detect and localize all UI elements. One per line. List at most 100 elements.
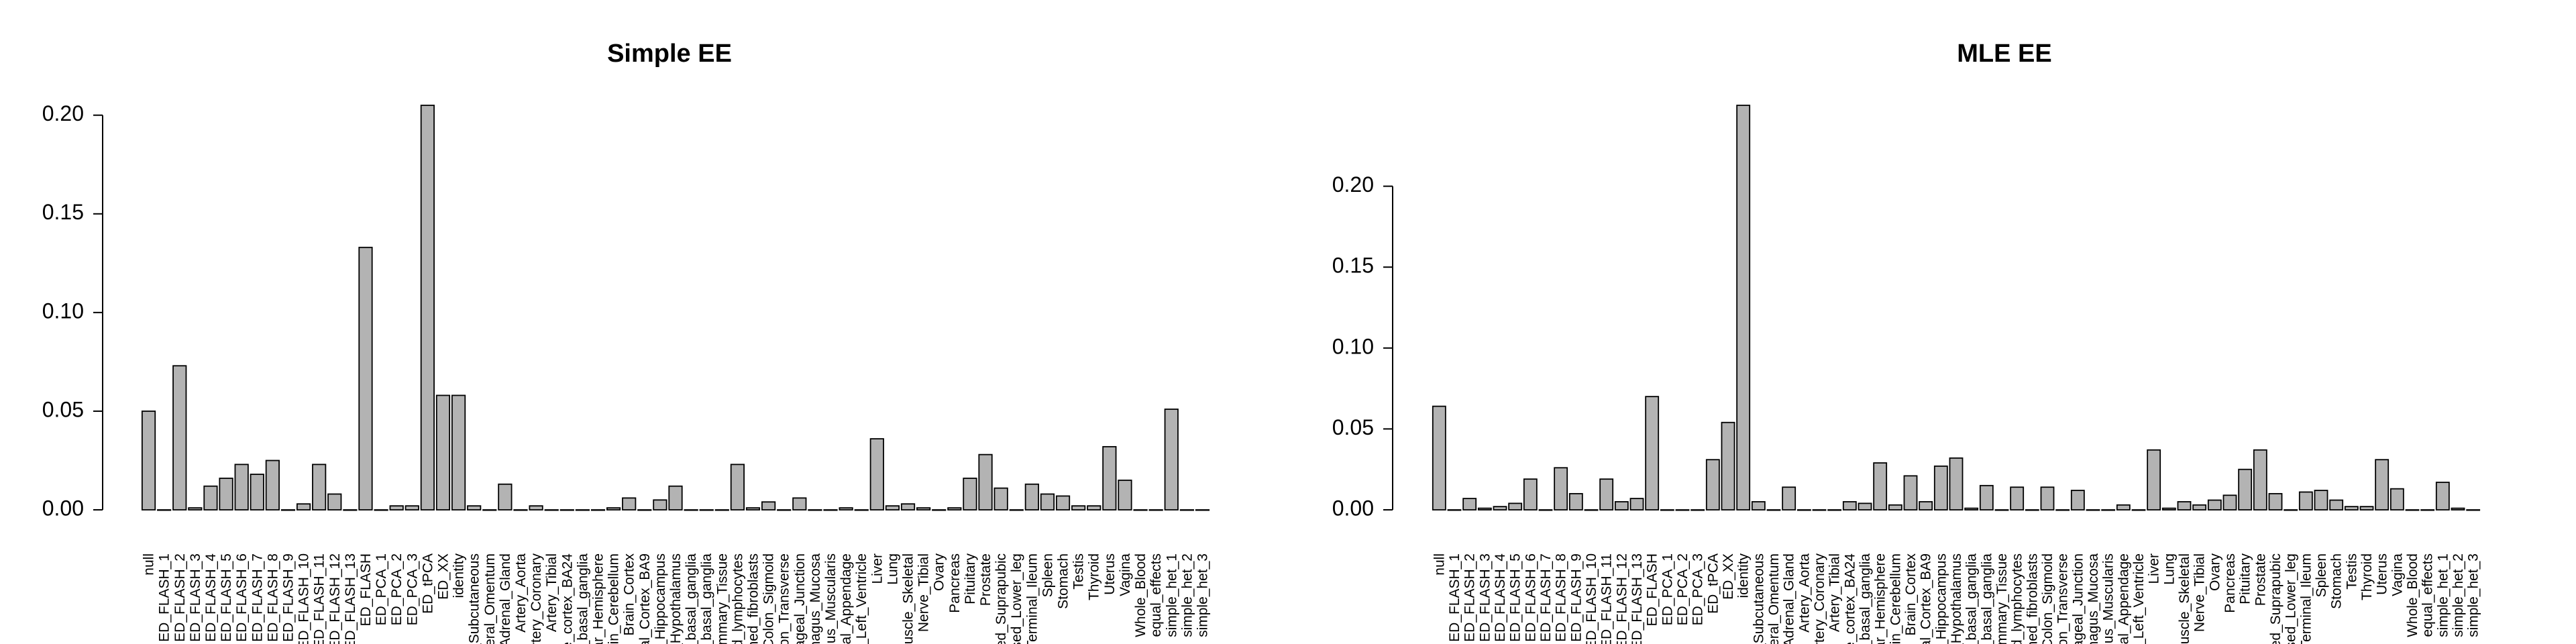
x-tick-label: ED_FLASH_12 <box>1614 553 1629 644</box>
x-tick-label: e_cortex_BA24 <box>559 553 575 644</box>
x-tick-label: ED_FLASH <box>358 553 374 627</box>
bar <box>994 487 1008 511</box>
bar <box>1462 498 1477 511</box>
bar <box>684 509 698 511</box>
bar <box>1690 509 1705 511</box>
x-tick-label: al_Cortex_BA9 <box>1919 553 1934 644</box>
bar <box>327 493 342 511</box>
x-tick-label: ED_FLASH_13 <box>1629 553 1645 644</box>
x-tick-label: Testis <box>1071 553 1087 590</box>
x-tick-label: Vagina <box>1118 553 1133 596</box>
x-tick-label: ED_FLASH_9 <box>280 553 296 642</box>
x-tick-label: ED_FLASH_12 <box>327 553 343 644</box>
bar <box>885 505 900 511</box>
x-tick-label: rtery_Coronary <box>1812 553 1827 644</box>
x-tick-label: ED_FLASH_11 <box>312 553 327 644</box>
x-tick-label: ED_FLASH_1 <box>1447 553 1462 642</box>
bar <box>668 485 683 511</box>
x-tick-label: Ovary <box>2207 553 2222 592</box>
bar <box>622 497 637 511</box>
x-tick-label: Brain_Cortex <box>1903 553 1919 636</box>
x-tick-label: ial_Appendage <box>2116 553 2131 644</box>
x-tick-label: Brain_Cortex <box>622 553 637 636</box>
bar <box>482 509 497 511</box>
x-tick-label: sed_Suprapubic <box>994 553 1009 644</box>
y-tick-label: 0.00 <box>42 496 84 520</box>
x-tick-label: _Hypothalamus <box>668 553 684 644</box>
x-tick-label: lon_Transverse <box>777 553 792 644</box>
bar <box>2375 459 2390 511</box>
bar <box>1933 465 1948 511</box>
x-tick-label: null <box>1432 553 1447 576</box>
bar <box>172 365 187 511</box>
bar <box>1736 105 1751 511</box>
x-tick-label: _Subcutaneous <box>1751 553 1766 644</box>
bar <box>389 505 404 511</box>
x-tick-label: t_Left_Ventricle <box>854 553 869 644</box>
x-tick-label: Stomach <box>1056 553 1071 609</box>
x-tick-label: ceral_Omentum <box>482 553 498 644</box>
x-tick-label: Lung <box>2161 553 2177 585</box>
bar <box>219 478 233 511</box>
bar <box>2359 506 2374 511</box>
bar <box>1979 484 1994 511</box>
bar <box>1040 493 1055 511</box>
y-tick-label: 0.00 <box>1332 496 1374 520</box>
x-tick-label: identity <box>1736 553 1752 598</box>
bar <box>2147 449 2161 511</box>
bar <box>916 507 931 511</box>
bar <box>2086 509 2100 511</box>
x-tick-label: sed_Suprapubic <box>2268 553 2284 644</box>
x-tick-label: ED_FLASH_8 <box>265 553 280 642</box>
x-tick-label: ED_FLASH_7 <box>1538 553 1554 642</box>
bar <box>2161 507 2176 511</box>
x-tick-label: ED_XX <box>1721 553 1736 600</box>
bar <box>761 501 776 511</box>
x-tick-label: Thyroid <box>1087 553 1102 600</box>
x-tick-label: ED_FLASH_4 <box>1493 553 1508 642</box>
bar <box>343 509 358 511</box>
x-tick-label: Pancreas <box>2222 553 2238 613</box>
bar <box>2451 507 2465 511</box>
x-tick-label: med_fibroblasts <box>746 553 761 644</box>
bar <box>1660 509 1674 511</box>
x-tick-label: Nerve_Tibial <box>2192 553 2208 632</box>
x-tick-label: _Subcutaneous <box>467 553 482 644</box>
x-tick-label: ED_PCA_1 <box>1660 553 1675 625</box>
bar <box>1614 501 1629 511</box>
x-tick-label: _basal_ganglia <box>1979 553 1994 644</box>
bar <box>1164 409 1179 511</box>
bar <box>1858 502 1872 511</box>
y-tick-label: 0.20 <box>1332 172 1374 197</box>
bar <box>575 509 590 511</box>
bar <box>280 509 296 511</box>
bar <box>2040 486 2055 511</box>
x-tick-label: ED_FLASH_6 <box>1523 553 1538 642</box>
bar <box>2435 482 2450 511</box>
x-tick-label: Whole_Blood <box>2405 553 2420 637</box>
bar <box>1477 507 1492 511</box>
bar <box>529 505 543 511</box>
x-tick-label: ED_FLASH_4 <box>203 553 219 642</box>
x-tick-label: lon_Transverse <box>2055 553 2071 644</box>
bar <box>374 509 388 511</box>
bar <box>963 478 977 511</box>
x-tick-label: lar_Hemisphere <box>1873 553 1888 644</box>
x-tick-label: Ovary <box>932 553 947 592</box>
x-tick-label: Lung <box>885 553 900 585</box>
bar <box>2222 494 2237 511</box>
bar <box>188 507 203 511</box>
x-tick-label: ageal_Junction <box>792 553 808 644</box>
x-tick-label: ammary_Tissue <box>714 553 730 644</box>
x-tick-label: _basal_ganglia <box>1858 553 1873 644</box>
x-tick-label: Spleen <box>2314 553 2329 597</box>
bar <box>808 509 822 511</box>
bar <box>2253 449 2267 511</box>
x-tick-label: ED_FLASH_13 <box>343 553 358 644</box>
y-tick-label: 0.10 <box>42 299 84 323</box>
x-tick-label: ED_PCA_3 <box>1690 553 1706 625</box>
x-tick-label: _Hypothalamus <box>1949 553 1964 644</box>
x-tick-label: ohagus_Mucosa <box>2086 553 2101 644</box>
x-tick-label: Artery_Tibial <box>1827 553 1843 632</box>
bar <box>730 464 745 511</box>
